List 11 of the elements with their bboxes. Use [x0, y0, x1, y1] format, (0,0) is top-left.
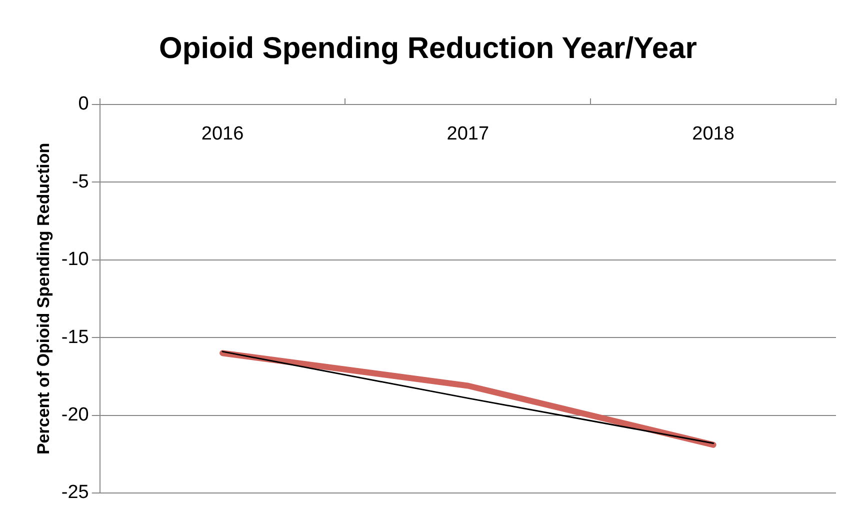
x-tick-label: 2017 — [446, 124, 490, 145]
y-tick-label: -10 — [61, 249, 89, 270]
y-tick-label: 0 — [78, 94, 89, 115]
y-tick-label: -20 — [61, 404, 89, 426]
x-tick-label: 2018 — [692, 124, 734, 145]
y-axis-title: Percent of Opioid Spending Reduction — [34, 142, 53, 455]
y-tick-label: -5 — [72, 171, 89, 192]
x-tick-label: 2016 — [201, 124, 244, 145]
chart-title: Opioid Spending Reduction Year/Year — [158, 32, 698, 66]
y-tick-label: -25 — [61, 482, 89, 504]
y-tick-label: -15 — [61, 326, 89, 348]
